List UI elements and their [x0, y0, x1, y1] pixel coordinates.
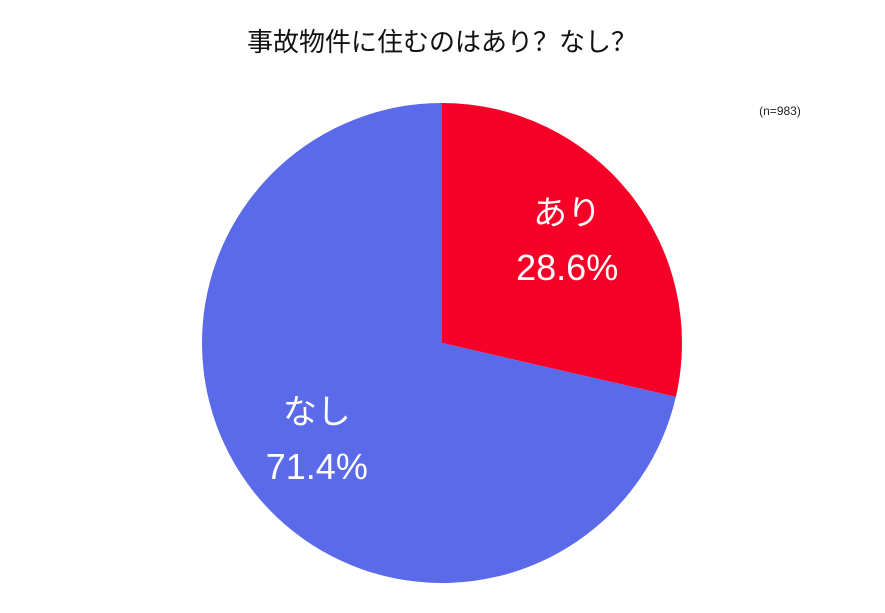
sample-note: (n=983) [759, 104, 801, 118]
slice-label: なし [283, 394, 351, 432]
chart-title: 事故物件に住むのはあり？なし？ [247, 27, 637, 57]
pie-slice [442, 103, 683, 397]
value-label: 28.6% [516, 247, 618, 288]
value-label: 71.4% [266, 446, 368, 487]
slice-label: あり [533, 194, 601, 232]
pie-slice [202, 103, 676, 583]
